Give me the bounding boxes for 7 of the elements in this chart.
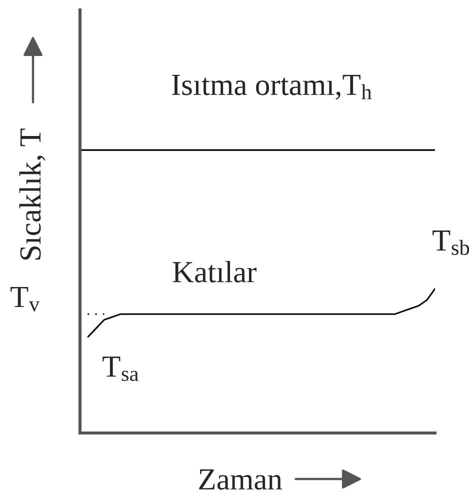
y-axis-title: Sıcaklık, T [19,128,46,260]
series-label: Katılar [172,260,257,282]
annotation: T$_{sb}$ [432,230,469,255]
annotation: T$_{sa}$ [102,356,138,382]
series-label: Isıtma ortamı,T$_{h}$ [172,74,372,100]
text: T$_{v}$ [10,286,40,312]
x-axis-title: Zaman [199,469,282,490]
